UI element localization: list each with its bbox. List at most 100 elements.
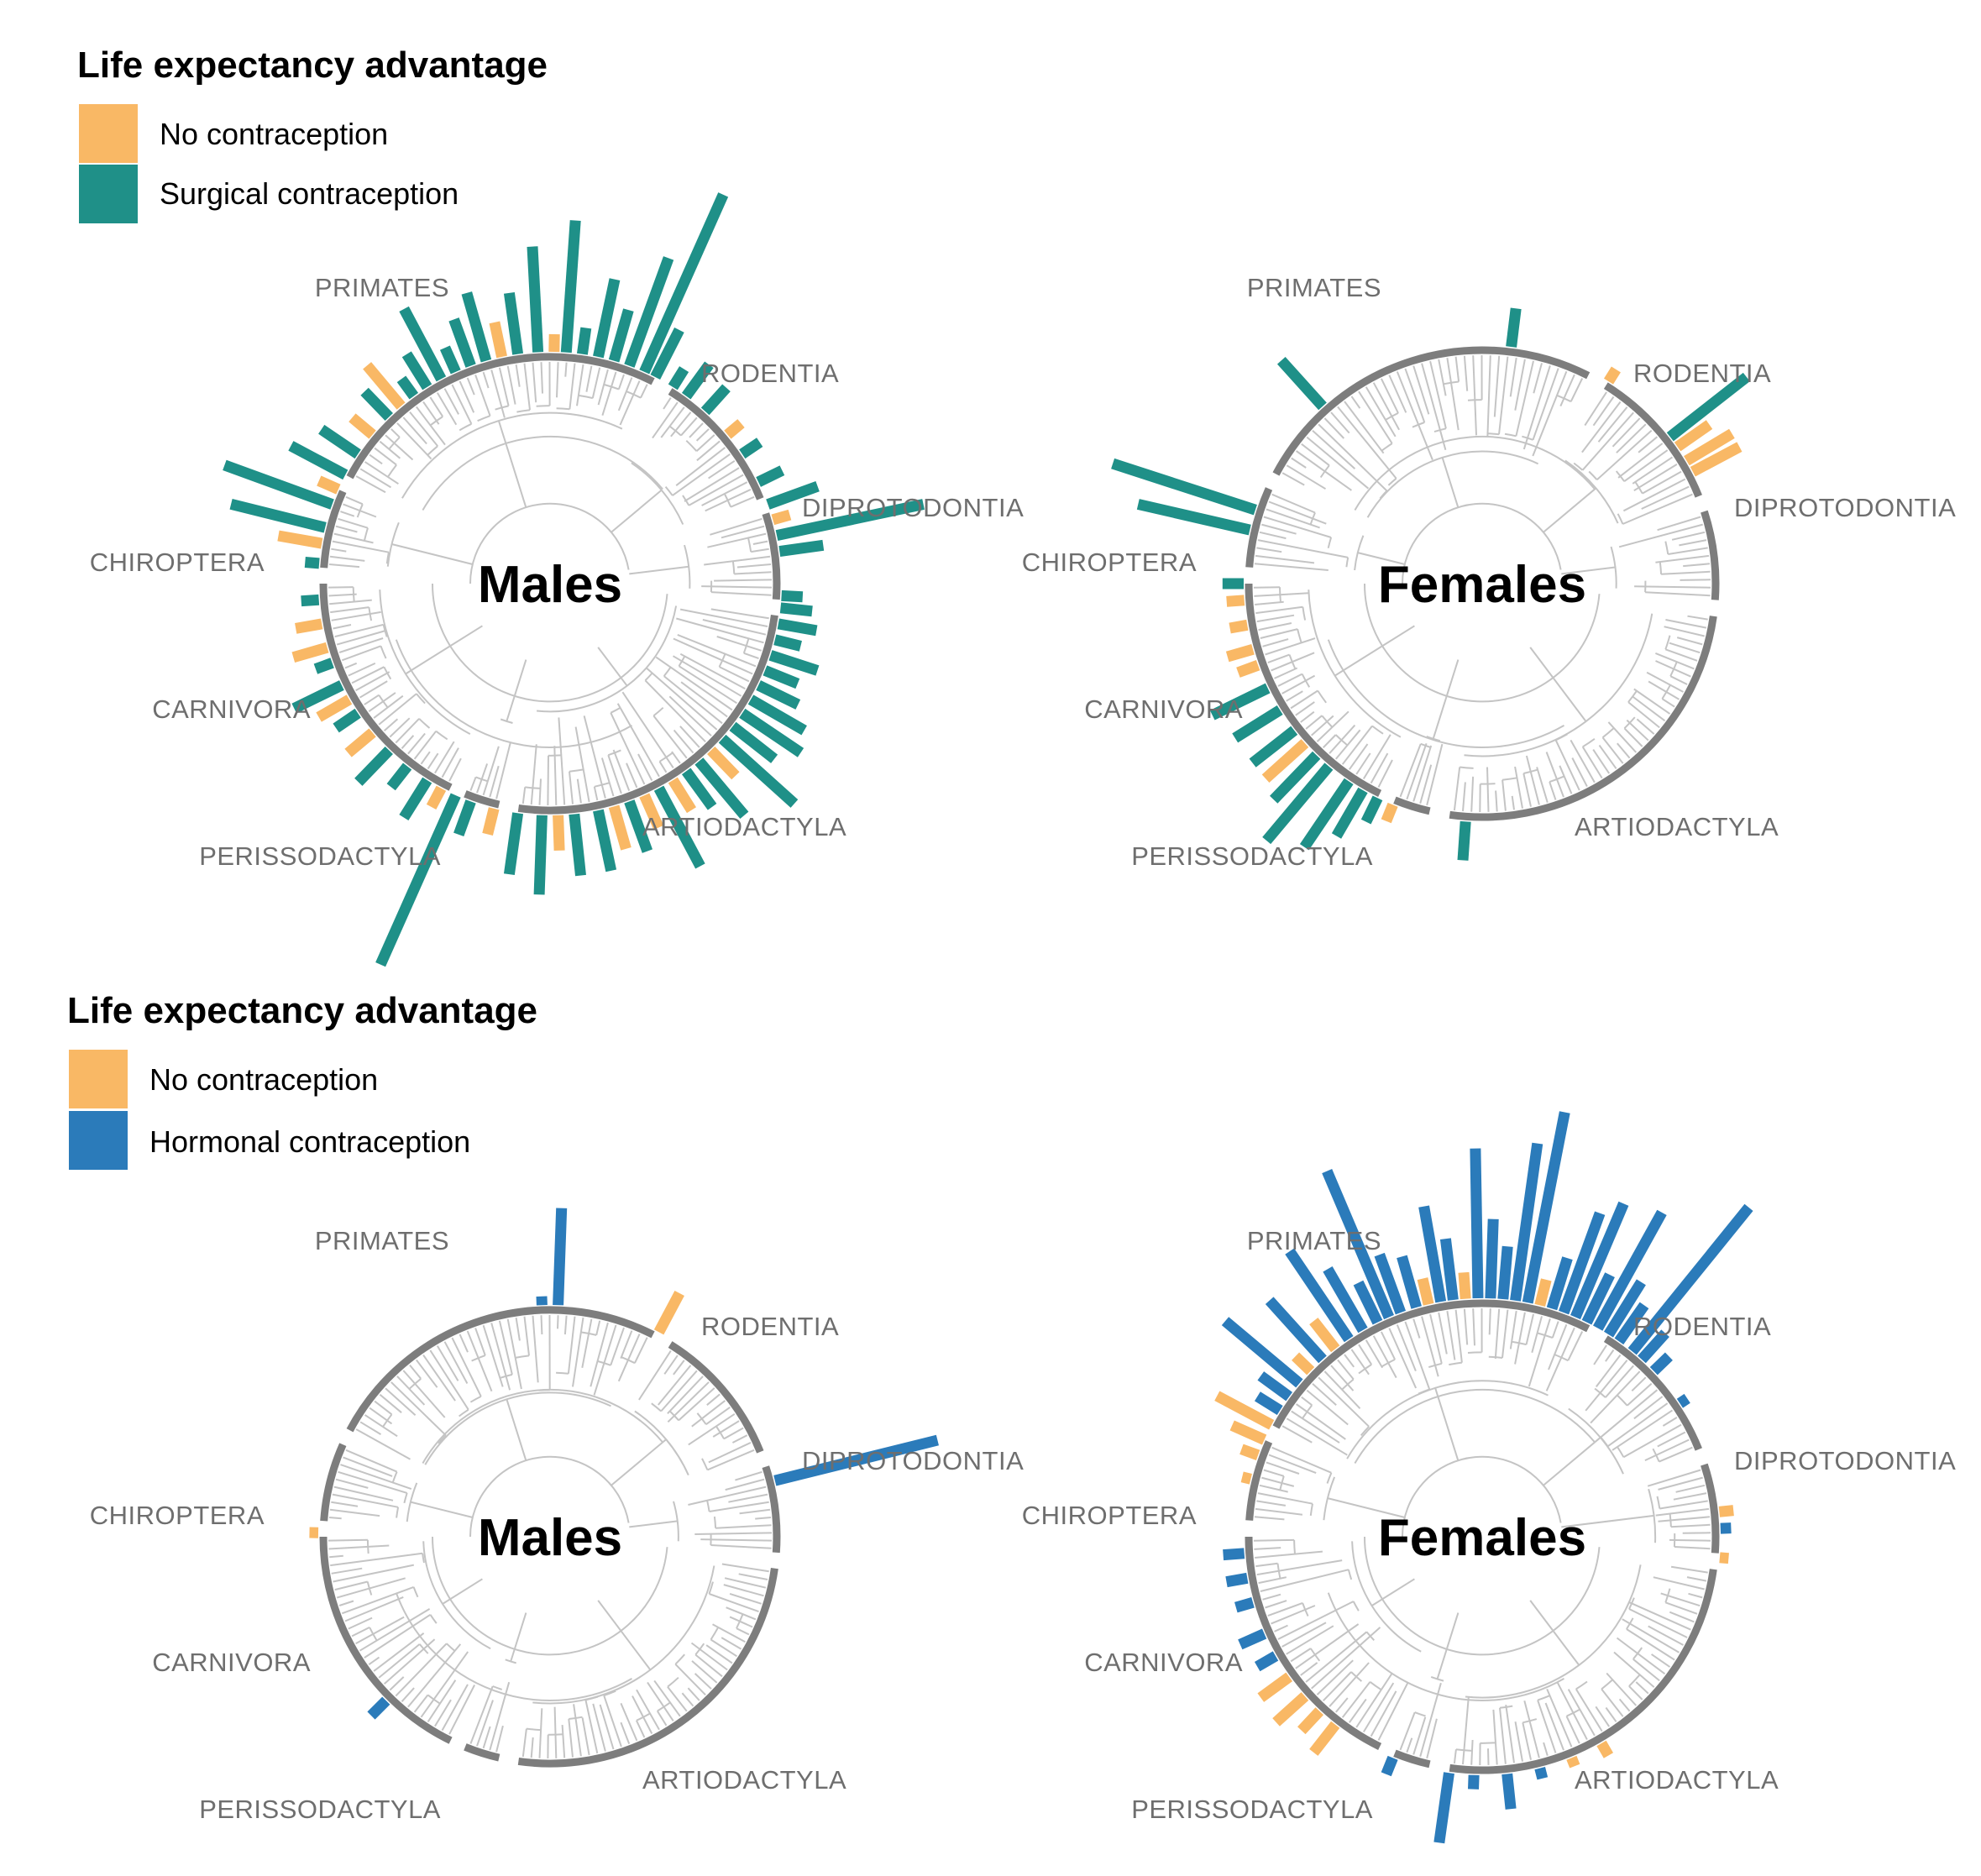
bar-15 (1238, 1628, 1267, 1650)
phylogeny-tree (1253, 354, 1711, 813)
bar-38 (1458, 1271, 1471, 1300)
bar-5 (367, 1696, 390, 1720)
bar-69 (756, 680, 801, 710)
bar-2 (553, 1208, 568, 1306)
clade-arc-artiodactyla (517, 614, 778, 815)
bar-1 (1684, 428, 1735, 466)
clade-label-primates: PRIMATES (315, 1226, 449, 1255)
bar-13 (608, 308, 634, 363)
bar-3 (1666, 372, 1750, 442)
bar-18 (1223, 1548, 1245, 1561)
clade-arc-artiodactyla (517, 1567, 778, 1768)
bar-49 (375, 793, 461, 967)
bar-23 (1254, 1391, 1283, 1416)
clade-label-artiodactyla: ARTIODACTYLA (642, 1765, 846, 1795)
panel-label: Females (1378, 1509, 1586, 1567)
bar-23 (1381, 802, 1398, 824)
clade-arc-carnivora (1245, 1536, 1382, 1750)
bar-44 (344, 728, 376, 757)
legend-surgical: Life expectancy advantage No contracepti… (77, 45, 548, 223)
bar-15 (1232, 705, 1283, 743)
bar-8 (681, 361, 714, 400)
bar-34 (1397, 1255, 1422, 1309)
bar-12 (1272, 1692, 1309, 1727)
bar-75 (781, 590, 804, 603)
bar-9 (668, 366, 689, 390)
bar-12 (624, 256, 674, 368)
bar-3 (766, 480, 820, 510)
bar-3 (1596, 1740, 1614, 1758)
clade-label-chiroptera: CHIROPTERA (90, 1501, 265, 1530)
bar-8 (1433, 1772, 1454, 1844)
panel-females-surgical: PRIMATES RODENTIA DIPROTODONTIA ARTIODACTYL… (1022, 273, 1956, 871)
clade-label-diprotodontia: DIPROTODONTIA (802, 1446, 1024, 1475)
bar-44 (1534, 1278, 1552, 1307)
bar-7 (1468, 1774, 1480, 1790)
bar-19 (503, 291, 524, 355)
bar-22 (1214, 1391, 1275, 1430)
clade-arc-chiroptera (320, 1443, 347, 1522)
bar-25 (1221, 1317, 1303, 1388)
clade-arc-rodentia (1603, 382, 1702, 498)
bar-43 (333, 708, 361, 733)
clade-arc-perissodactyla (1393, 796, 1431, 815)
bar-10 (1309, 1721, 1340, 1756)
bar-29 (349, 413, 376, 439)
bar-63 (694, 757, 749, 819)
bar-11 (1297, 1707, 1324, 1735)
bar-6 (1501, 1773, 1517, 1810)
bar-4 (1566, 1755, 1580, 1769)
bar-27 (363, 362, 406, 410)
bar-16 (1249, 726, 1298, 768)
bar-48 (426, 785, 447, 810)
bar-47 (1570, 1201, 1629, 1320)
panel-males-surgical: PRIMATES RODENTIA DIPROTODONTIA ARTIODACTYL… (90, 192, 1024, 967)
bar-1 (1718, 1505, 1734, 1517)
clade-label-artiodactyla: ARTIODACTYLA (1575, 812, 1779, 841)
clade-label-primates: PRIMATES (1247, 273, 1381, 302)
bar-7 (700, 384, 731, 416)
bar-29 (1285, 1248, 1354, 1343)
legend-label-no-contraception: No contraception (160, 117, 388, 151)
clade-label-rodentia: RODENTIA (701, 1312, 839, 1341)
bar-1 (653, 1290, 684, 1335)
bar-34 (229, 498, 327, 533)
bar-9 (1381, 1755, 1398, 1777)
bar-2 (1719, 1552, 1729, 1564)
legend-swatch-no-contraception (69, 1050, 128, 1108)
bar-57 (608, 804, 632, 851)
clade-label-carnivora: CARNIVORA (1084, 694, 1243, 724)
clade-label-rodentia: RODENTIA (1633, 1312, 1771, 1341)
bar-18 (527, 246, 544, 353)
bar-15 (576, 327, 592, 355)
bar-21 (461, 291, 492, 363)
bar-42 (1510, 1142, 1543, 1302)
clade-arc-chiroptera (1245, 1440, 1273, 1521)
bar-35 (1417, 1277, 1434, 1306)
bar-51 (482, 807, 500, 836)
bar-67 (739, 708, 804, 757)
clade-label-artiodactyla: ARTIODACTYLA (642, 812, 846, 841)
legend-title: Life expectancy advantage (67, 990, 537, 1031)
bar-21 (1229, 1420, 1267, 1445)
bar-22 (448, 317, 476, 368)
clade-label-rodentia: RODENTIA (1633, 359, 1771, 388)
clade-arc-carnivora (1245, 583, 1382, 797)
clade-arc-diprotodontia (1701, 510, 1720, 600)
bar-4 (756, 465, 785, 487)
bar-61 (668, 777, 697, 814)
bar-52 (1627, 1203, 1753, 1355)
panel-females-hormonal: PRIMATES RODENTIA DIPROTODONTIA ARTIODACTYL… (1022, 1111, 1956, 1844)
bar-28 (1309, 1318, 1340, 1353)
bar-43 (1522, 1111, 1570, 1304)
bar-45 (1546, 1256, 1573, 1311)
bar-28 (360, 387, 393, 422)
bar-65 (718, 734, 799, 808)
bar-36 (1418, 1205, 1447, 1303)
bar-1 (775, 499, 925, 541)
clade-arc-primates (1272, 1299, 1591, 1429)
bar-38 (295, 618, 323, 634)
clade-arc-carnivora (319, 583, 453, 791)
bar-39 (1470, 1148, 1484, 1299)
bar-30 (318, 424, 361, 459)
